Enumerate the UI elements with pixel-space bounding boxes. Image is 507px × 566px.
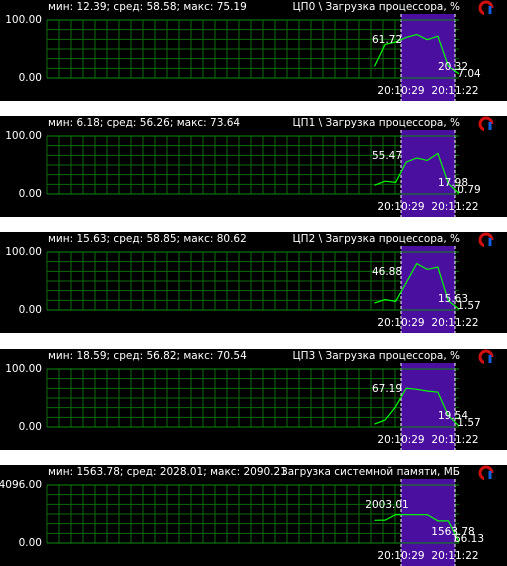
selection-region: [401, 130, 455, 217]
y-tick-label: 0.00: [19, 537, 42, 549]
value-label: 61.72: [372, 34, 402, 46]
time-label: 20:11:22: [431, 201, 478, 213]
graph-title: Загрузка системной памяти, МБ: [281, 466, 460, 478]
y-tick-label: 0.00: [19, 304, 42, 316]
graph-panel: 0.00 100.00 мин: 18.59; сред: 56.82; макс:…: [0, 349, 507, 450]
time-label: 20:11:22: [431, 434, 478, 446]
y-tick-label: 100.00: [5, 246, 42, 258]
data-line: [374, 152, 460, 194]
y-tick-label: 100.00: [5, 363, 42, 375]
data-line: [373, 33, 460, 75]
value-label: 55.47: [372, 150, 402, 162]
graph-title: ЦП0 \ Загрузка процессора, %: [293, 1, 461, 13]
graph-panel: 0.00 100.00 мин: 6.18; сред: 56.26; макс: …: [0, 116, 507, 217]
selection-region: [401, 479, 455, 566]
data-line: [374, 262, 460, 310]
value-label: 20.32: [438, 61, 468, 73]
value-label: 2003.01: [365, 499, 408, 511]
value-label: 19.54: [438, 410, 468, 422]
selection-region: [401, 363, 455, 450]
time-label: 20:10:29: [377, 85, 424, 97]
y-tick-label: 0.00: [19, 421, 42, 433]
stats-text: мин: 6.18; сред: 56.26; макс: 73.64: [48, 117, 240, 129]
stats-text: мин: 18.59; сред: 56.82; макс: 70.54: [48, 350, 247, 362]
stats-text: мин: 12.39; сред: 58.58; макс: 75.19: [48, 1, 247, 13]
y-tick-label: 0.00: [19, 188, 42, 200]
graph-panel: 0.00 100.00 мин: 15.63; сред: 58.85; макс:…: [0, 232, 507, 333]
time-label: 20:10:29: [377, 434, 424, 446]
value-label: 1563.78: [431, 526, 474, 538]
graph-title: ЦП3 \ Загрузка процессора, %: [293, 350, 461, 362]
stats-text: мин: 15.63; сред: 58.85; макс: 80.62: [48, 233, 247, 245]
value-label: 0.79: [457, 184, 480, 196]
data-line: [374, 387, 460, 427]
graph-panel: 0.00 4096.00 мин: 1563.78; сред: 2028.01; …: [0, 465, 507, 566]
time-label: 20:10:29: [377, 317, 424, 329]
value-label: 1.57: [457, 417, 480, 429]
graph-panel: 0.00 100.00 мин: 12.39; сред: 58.58; макс:…: [0, 0, 507, 101]
selection-region: [401, 14, 455, 101]
stats-text: мин: 1563.78; сред: 2028.01; макс: 2090.…: [48, 466, 287, 478]
y-tick-label: 100.00: [5, 130, 42, 142]
selection-region: [401, 246, 455, 333]
y-tick-label: 100.00: [5, 14, 42, 26]
value-label: 1.57: [457, 300, 480, 312]
time-label: 20:11:22: [431, 550, 478, 562]
value-label: 67.19: [372, 383, 402, 395]
time-label: 20:11:22: [431, 85, 478, 97]
data-line: [374, 513, 460, 543]
time-label: 20:10:29: [377, 550, 424, 562]
value-label: 7.04: [457, 68, 481, 80]
value-label: 15.63: [438, 293, 468, 305]
value-label: 17.98: [438, 177, 468, 189]
value-label: 66.13: [454, 533, 484, 545]
time-label: 20:11:22: [431, 317, 478, 329]
graph-title: ЦП1 \ Загрузка процессора, %: [293, 117, 461, 129]
y-tick-label: 0.00: [19, 72, 42, 84]
value-label: 46.88: [372, 266, 402, 278]
y-tick-label: 4096.00: [0, 479, 42, 491]
graph-title: ЦП2 \ Загрузка процессора, %: [293, 233, 461, 245]
time-label: 20:10:29: [377, 201, 424, 213]
